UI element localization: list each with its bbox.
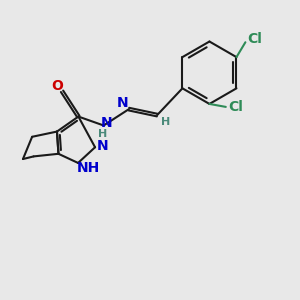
Text: N: N [101,116,112,130]
Text: Cl: Cl [228,100,243,114]
Text: H: H [161,117,170,127]
Text: NH: NH [77,161,100,175]
Text: O: O [51,79,63,93]
Text: N: N [117,96,128,110]
Text: N: N [97,139,108,153]
Text: Cl: Cl [247,32,262,46]
Text: H: H [98,129,107,139]
